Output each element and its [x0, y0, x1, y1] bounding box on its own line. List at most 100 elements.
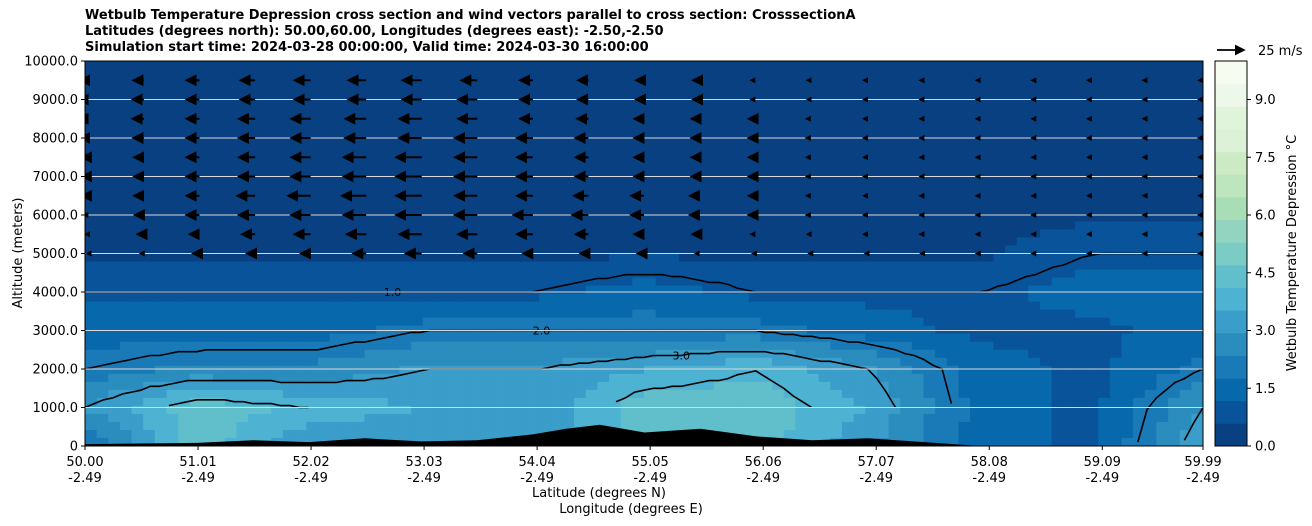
field-cell: [166, 109, 179, 118]
field-cell: [772, 373, 785, 383]
field-cell: [1074, 293, 1088, 303]
field-cell: [1039, 141, 1053, 150]
field-cell: [1028, 277, 1041, 287]
field-cell: [970, 165, 983, 174]
field-cell: [690, 365, 703, 375]
field-cell: [492, 429, 505, 439]
field-cell: [620, 157, 633, 166]
field-cell: [1144, 85, 1158, 94]
field-cell: [539, 421, 552, 431]
field-cell: [609, 333, 622, 343]
field-cell: [1179, 421, 1192, 431]
field-cell: [585, 365, 599, 375]
field-cell: [725, 189, 738, 198]
field-cell: [1098, 413, 1111, 423]
field-cell: [900, 397, 913, 407]
field-cell: [387, 429, 401, 439]
field-cell: [213, 61, 226, 70]
field-cell: [713, 357, 727, 367]
field-cell: [1133, 309, 1146, 319]
field-cell: [166, 413, 179, 423]
field-cell: [259, 93, 272, 102]
field-cell: [841, 85, 855, 94]
field-cell: [1144, 405, 1158, 415]
field-cell: [1086, 213, 1099, 223]
field-cell: [876, 293, 890, 303]
field-cell: [271, 349, 284, 359]
field-cell: [131, 309, 144, 319]
field-cell: [574, 317, 587, 327]
y-tick-label: 1000.0: [33, 401, 79, 416]
field-cell: [807, 245, 820, 255]
field-cell: [85, 141, 98, 150]
field-cell: [597, 157, 610, 166]
field-cell: [457, 101, 470, 110]
field-cell: [539, 157, 552, 166]
colorbar-tick-label: 6.0: [1255, 209, 1276, 224]
field-cell: [760, 317, 773, 327]
field-cell: [853, 181, 866, 190]
field-cell: [96, 373, 109, 383]
field-cell: [527, 125, 540, 134]
field-cell: [865, 341, 878, 351]
field-cell: [259, 157, 272, 166]
field-cell: [760, 85, 773, 94]
field-cell: [213, 253, 226, 263]
field-cell: [411, 341, 424, 351]
field-cell: [1051, 389, 1064, 399]
field-cell: [329, 429, 342, 439]
y-tick-label: 10000.0: [24, 55, 78, 70]
x-tick-label-lat: 55.05: [632, 455, 669, 470]
field-cell: [935, 213, 948, 223]
field-cell: [644, 365, 657, 375]
field-cell: [993, 117, 1006, 126]
field-cell: [737, 69, 750, 78]
field-cell: [201, 189, 214, 198]
field-cell: [1179, 381, 1192, 391]
field-cell: [702, 221, 715, 231]
field-cell: [597, 373, 610, 383]
field-cell: [515, 293, 529, 303]
field-cell: [131, 261, 144, 271]
field-cell: [876, 229, 890, 239]
field-cell: [1016, 373, 1029, 383]
field-cell: [935, 397, 948, 407]
field-cell: [411, 333, 424, 343]
field-cell: [958, 117, 971, 126]
field-cell: [853, 69, 866, 78]
field-cell: [585, 77, 599, 86]
field-cell: [888, 269, 901, 279]
field-cell: [1086, 253, 1099, 263]
field-cell: [108, 221, 121, 231]
field-cell: [562, 405, 575, 415]
field-cell: [236, 405, 249, 415]
field-cell: [108, 157, 121, 166]
field-cell: [841, 165, 855, 174]
field-cell: [527, 205, 540, 214]
field-cell: [166, 429, 179, 439]
field-cell: [725, 333, 738, 343]
field-cell: [143, 285, 156, 295]
field-cell: [539, 389, 552, 399]
field-cell: [655, 213, 668, 223]
field-cell: [527, 157, 540, 166]
field-cell: [306, 85, 319, 94]
field-cell: [888, 197, 901, 206]
field-cell: [399, 141, 412, 150]
field-cell: [585, 253, 599, 263]
field-cell: [178, 173, 191, 182]
field-cell: [702, 333, 715, 343]
field-cell: [539, 77, 552, 86]
field-cell: [632, 141, 645, 150]
field-cell: [865, 357, 878, 367]
field-cell: [341, 405, 354, 415]
field-cell: [108, 141, 121, 150]
field-cell: [818, 405, 831, 415]
field-cell: [935, 285, 948, 295]
field-cell: [737, 365, 750, 375]
field-cell: [609, 141, 622, 150]
field-cell: [492, 333, 505, 343]
field-cell: [143, 125, 156, 134]
field-cell: [911, 189, 925, 198]
field-cell: [294, 125, 307, 134]
